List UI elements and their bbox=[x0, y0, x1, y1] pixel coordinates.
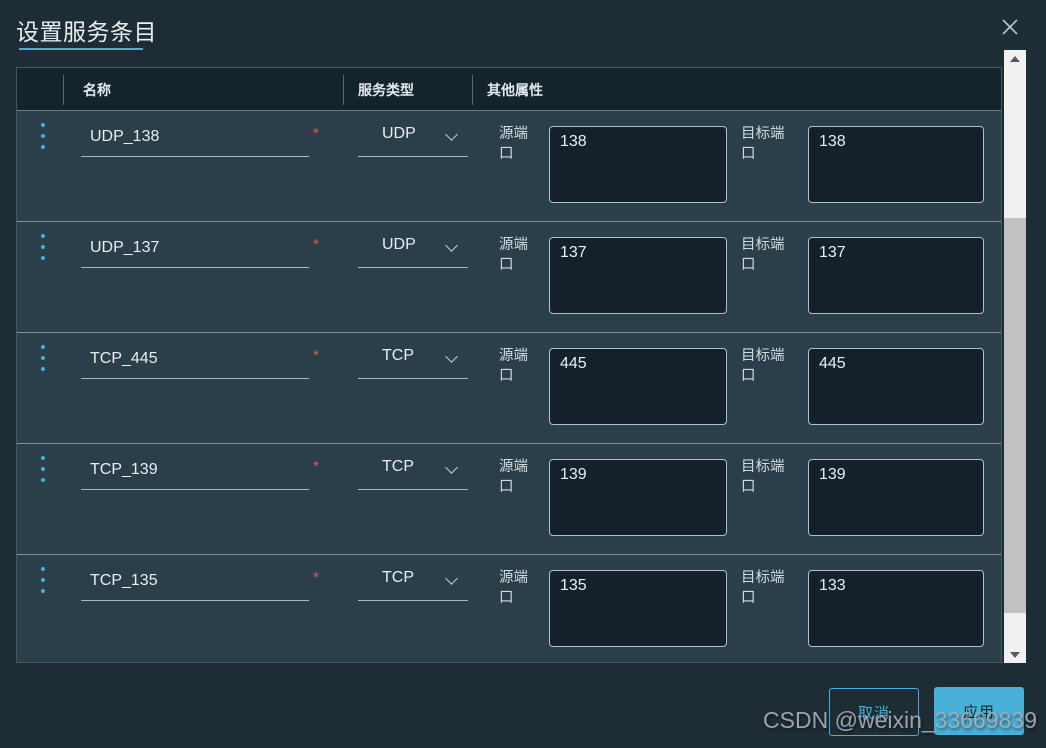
source-port-label: 源端口 bbox=[499, 126, 528, 162]
source-port-input[interactable]: 445 bbox=[549, 348, 727, 425]
dest-port-input[interactable]: 138 bbox=[808, 126, 984, 203]
title-accent-underline bbox=[19, 48, 143, 50]
source-port-label: 源端口 bbox=[499, 459, 528, 495]
header-divider bbox=[343, 75, 344, 105]
name-field: * bbox=[81, 345, 319, 379]
row-menu-icon[interactable] bbox=[37, 123, 49, 149]
source-port-input[interactable]: 137 bbox=[549, 237, 727, 314]
dialog-title: 设置服务条目 bbox=[16, 19, 157, 45]
row-menu-icon[interactable] bbox=[37, 567, 49, 593]
service-entry-row: * UDP 源端口 138 目标端口 138 bbox=[17, 111, 1001, 222]
chevron-down-icon bbox=[445, 572, 458, 585]
name-input[interactable] bbox=[81, 123, 309, 157]
name-input[interactable] bbox=[81, 345, 309, 379]
source-port-input[interactable]: 139 bbox=[549, 459, 727, 536]
scroll-down-arrow-icon bbox=[1010, 651, 1020, 658]
required-asterisk: * bbox=[313, 569, 319, 586]
name-input[interactable] bbox=[81, 234, 309, 268]
service-type-select[interactable]: TCP bbox=[358, 567, 468, 601]
dest-port-input[interactable]: 445 bbox=[808, 348, 984, 425]
name-field: * bbox=[81, 456, 319, 490]
scroll-down-button[interactable] bbox=[1004, 646, 1026, 663]
source-port-input[interactable]: 135 bbox=[549, 570, 727, 647]
dest-port-label: 目标端口 bbox=[741, 237, 785, 273]
chevron-down-icon bbox=[445, 128, 458, 141]
name-field: * bbox=[81, 567, 319, 601]
header-divider bbox=[63, 75, 64, 105]
dest-port-label: 目标端口 bbox=[741, 348, 785, 384]
dest-port-label: 目标端口 bbox=[741, 459, 785, 495]
service-type-select[interactable]: TCP bbox=[358, 345, 468, 379]
row-menu-icon[interactable] bbox=[37, 234, 49, 260]
dest-port-label: 目标端口 bbox=[741, 570, 785, 606]
close-icon bbox=[1000, 17, 1020, 40]
scroll-up-arrow-icon bbox=[1010, 55, 1020, 62]
name-field: * bbox=[81, 234, 319, 268]
source-port-label: 源端口 bbox=[499, 237, 528, 273]
service-type-value: UDP bbox=[382, 236, 416, 253]
cancel-button[interactable]: 取消 bbox=[829, 688, 919, 736]
row-menu-icon[interactable] bbox=[37, 456, 49, 482]
service-type-select[interactable]: UDP bbox=[358, 234, 468, 268]
chevron-down-icon bbox=[445, 461, 458, 474]
table-header: 名称 服务类型 其他属性 bbox=[17, 68, 1001, 111]
scrollbar[interactable] bbox=[1004, 50, 1026, 663]
service-entry-row: * TCP 源端口 139 目标端口 139 bbox=[17, 444, 1001, 555]
source-port-input[interactable]: 138 bbox=[549, 126, 727, 203]
dest-port-input[interactable]: 137 bbox=[808, 237, 984, 314]
service-type-select[interactable]: UDP bbox=[358, 123, 468, 157]
column-header-service-type: 服务类型 bbox=[358, 82, 414, 98]
header-divider bbox=[472, 75, 473, 105]
service-type-select[interactable]: TCP bbox=[358, 456, 468, 490]
dest-port-label: 目标端口 bbox=[741, 126, 785, 162]
service-type-value: TCP bbox=[382, 458, 414, 475]
service-type-value: TCP bbox=[382, 569, 414, 586]
service-entry-row: * UDP 源端口 137 目标端口 137 bbox=[17, 222, 1001, 333]
column-header-other-attrs: 其他属性 bbox=[487, 82, 543, 98]
service-type-value: UDP bbox=[382, 125, 416, 142]
name-input[interactable] bbox=[81, 456, 309, 490]
service-type-value: TCP bbox=[382, 347, 414, 364]
dest-port-input[interactable]: 139 bbox=[808, 459, 984, 536]
required-asterisk: * bbox=[313, 347, 319, 364]
close-button[interactable] bbox=[995, 13, 1025, 43]
source-port-label: 源端口 bbox=[499, 348, 528, 384]
service-entries-table: 名称 服务类型 其他属性 * UDP 源端口 138 目标端口 138 bbox=[16, 67, 1002, 663]
service-entry-row: * TCP 源端口 135 目标端口 133 bbox=[17, 555, 1001, 662]
scrollbar-thumb[interactable] bbox=[1004, 218, 1026, 613]
apply-button[interactable]: 应用 bbox=[934, 687, 1024, 735]
name-field: * bbox=[81, 123, 319, 157]
chevron-down-icon bbox=[445, 350, 458, 363]
name-input[interactable] bbox=[81, 567, 309, 601]
service-entry-row: * TCP 源端口 445 目标端口 445 bbox=[17, 333, 1001, 444]
required-asterisk: * bbox=[313, 458, 319, 475]
required-asterisk: * bbox=[313, 125, 319, 142]
scroll-up-button[interactable] bbox=[1004, 50, 1026, 67]
row-menu-icon[interactable] bbox=[37, 345, 49, 371]
column-header-name: 名称 bbox=[83, 82, 111, 98]
source-port-label: 源端口 bbox=[499, 570, 528, 606]
required-asterisk: * bbox=[313, 236, 319, 253]
chevron-down-icon bbox=[445, 239, 458, 252]
dest-port-input[interactable]: 133 bbox=[808, 570, 984, 647]
